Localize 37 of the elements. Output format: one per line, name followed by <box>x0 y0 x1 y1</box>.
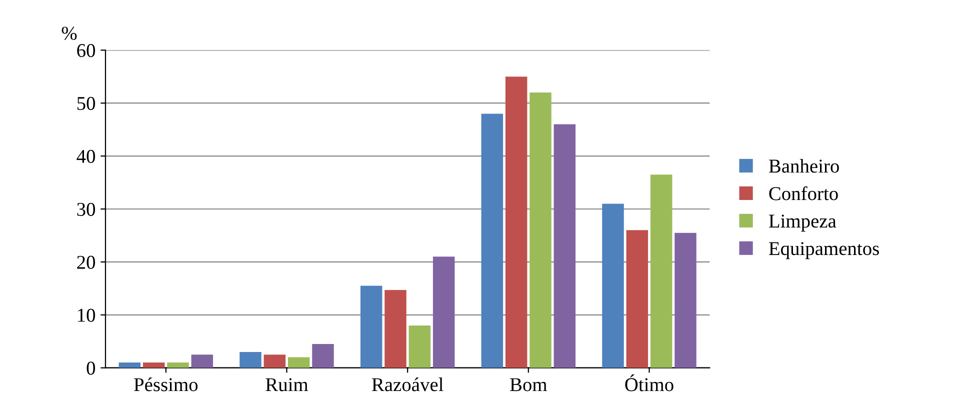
bar <box>626 230 648 368</box>
y-axis-title: % <box>62 26 77 40</box>
bar <box>360 286 382 368</box>
y-tick-label: 30 <box>77 202 96 216</box>
x-tick-label: Ótimo <box>625 374 674 392</box>
bar <box>384 290 406 368</box>
bar <box>554 124 576 368</box>
bar <box>602 204 624 368</box>
bar <box>505 76 528 368</box>
bar <box>481 114 504 368</box>
bar <box>432 256 455 368</box>
y-tick-label: 60 <box>77 44 96 58</box>
bar <box>530 92 552 368</box>
bar <box>408 325 431 368</box>
bar <box>167 362 189 368</box>
x-tick-label: Ruim <box>266 378 308 392</box>
y-tick-label: 0 <box>86 362 96 375</box>
bar <box>191 354 214 368</box>
x-tick-label: Péssimo <box>134 378 198 392</box>
legend-label: Banheiro <box>768 159 839 173</box>
bar <box>312 344 334 368</box>
y-tick-label: 20 <box>77 256 96 269</box>
bar <box>264 354 286 368</box>
bar <box>674 232 696 368</box>
legend-label: Conforto <box>769 186 838 200</box>
x-tick-label: Bom <box>510 378 548 392</box>
y-tick-label: 40 <box>76 150 96 163</box>
x-tick-label: Razoável <box>372 378 444 392</box>
bar <box>118 362 141 368</box>
bar <box>142 362 165 368</box>
y-tick-label: 10 <box>78 308 96 322</box>
bar <box>240 352 262 368</box>
bar <box>288 357 310 368</box>
legend-label: Equipamentos <box>768 242 879 260</box>
legend-label: Limpeza <box>768 214 836 232</box>
bar <box>650 174 672 368</box>
y-tick-label: 50 <box>77 96 96 110</box>
